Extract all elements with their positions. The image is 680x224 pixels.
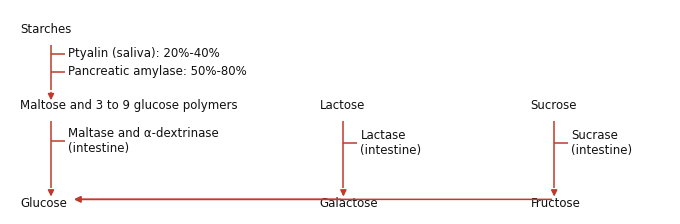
Text: Starches: Starches xyxy=(20,23,72,36)
Text: Ptyalin (saliva): 20%-40%: Ptyalin (saliva): 20%-40% xyxy=(68,47,220,60)
Text: Lactase
(intestine): Lactase (intestine) xyxy=(360,129,422,157)
Text: Maltose and 3 to 9 glucose polymers: Maltose and 3 to 9 glucose polymers xyxy=(20,99,238,112)
Text: Pancreatic amylase: 50%-80%: Pancreatic amylase: 50%-80% xyxy=(68,65,247,78)
Text: Galactose: Galactose xyxy=(320,197,378,210)
Text: Sucrose: Sucrose xyxy=(530,99,577,112)
Text: Lactose: Lactose xyxy=(320,99,365,112)
Text: Fructose: Fructose xyxy=(530,197,580,210)
Text: Glucose: Glucose xyxy=(20,197,67,210)
Text: Maltase and α-dextrinase
(intestine): Maltase and α-dextrinase (intestine) xyxy=(68,127,219,155)
Text: Sucrase
(intestine): Sucrase (intestine) xyxy=(571,129,632,157)
